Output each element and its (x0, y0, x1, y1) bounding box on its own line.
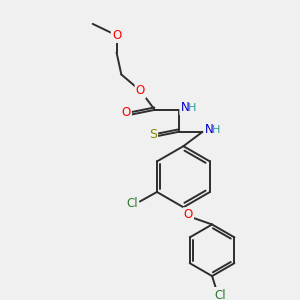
Text: O: O (112, 29, 121, 42)
Text: O: O (136, 84, 145, 97)
Text: S: S (149, 128, 157, 141)
Text: Cl: Cl (126, 197, 138, 210)
Text: O: O (122, 106, 131, 119)
Text: Cl: Cl (214, 289, 226, 300)
Text: N: N (204, 123, 213, 136)
Text: O: O (184, 208, 193, 221)
Text: H: H (212, 125, 220, 135)
Text: H: H (188, 103, 196, 113)
Text: N: N (181, 101, 189, 114)
